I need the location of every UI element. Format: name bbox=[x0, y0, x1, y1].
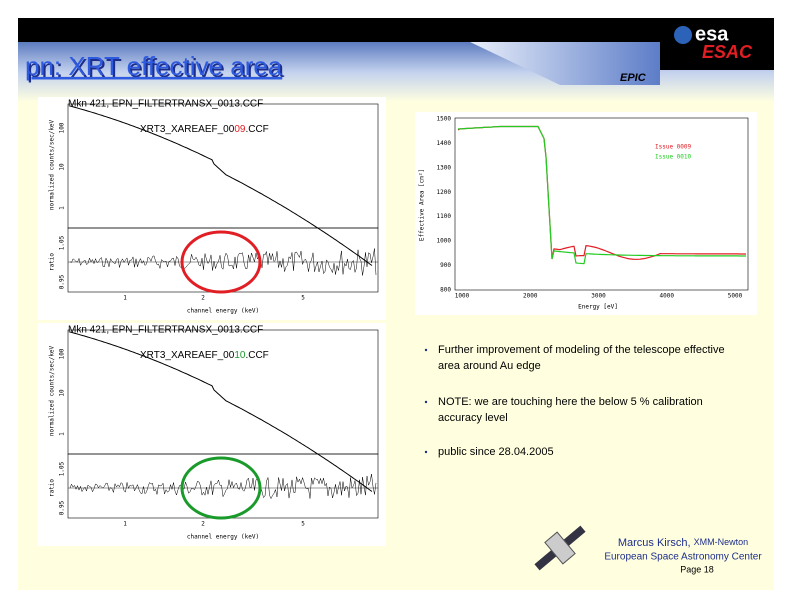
instrument: EPIC bbox=[620, 72, 647, 84]
logo: esa bbox=[695, 23, 729, 45]
ratio-label: ratio bbox=[49, 253, 56, 271]
bullet-text: NOTE: we are touching here the below 5 %… bbox=[438, 396, 703, 424]
top-bar bbox=[18, 18, 774, 42]
footer-institute: European Space Astronomy Center bbox=[604, 552, 762, 563]
ratio-tick-label: 1.05 bbox=[59, 235, 66, 250]
x-label: channel energy (keV) bbox=[187, 308, 259, 315]
title: pn: XRT effective area bbox=[25, 51, 283, 81]
y-tick-label: 900 bbox=[440, 262, 451, 269]
figure-label: Mkn 421, EPN_FILTERTRANSX_0013.CCF bbox=[68, 325, 263, 336]
figure-box bbox=[415, 112, 757, 315]
x-tick-label: 2000 bbox=[523, 293, 538, 300]
y-tick-label: 10 bbox=[59, 163, 66, 171]
file-prefix: XRT3_XAREAEF_00 bbox=[140, 124, 235, 135]
y-tick-label: 1200 bbox=[437, 189, 452, 196]
file-suffix: .CCF bbox=[245, 124, 268, 135]
logo-box bbox=[660, 18, 774, 70]
plot-frame bbox=[454, 117, 749, 291]
file-label: XRT3_XAREAEF_0010.CCF bbox=[140, 350, 269, 361]
page-number: Page 18 bbox=[680, 564, 714, 574]
highlight bbox=[180, 230, 262, 294]
figure-label: Mkn 421, EPN_FILTERTRANSX_0013.CCF bbox=[68, 99, 263, 110]
x-tick-label: 1 bbox=[123, 295, 127, 302]
x-label: channel energy (keV) bbox=[187, 534, 259, 541]
spectrum-figure: Mkn 421, EPN_FILTERTRANSX_0013.CCF XRT3_X… bbox=[38, 323, 386, 546]
footer-author: Marcus Kirsch, XMM-Newton bbox=[618, 537, 748, 549]
logo-sub: ESAC bbox=[702, 42, 753, 62]
residuals bbox=[69, 473, 377, 500]
x-tick-label: 1000 bbox=[455, 293, 470, 300]
y-tick-label: 1 bbox=[59, 432, 66, 436]
file-suffix: .CCF bbox=[245, 350, 268, 361]
satellite-icon bbox=[534, 525, 586, 571]
x-label: Energy [eV] bbox=[578, 304, 618, 311]
legend-entry: Issue 0010 bbox=[655, 154, 692, 161]
ratio-tick-label: 0.95 bbox=[59, 500, 66, 515]
bullet-text: Further improvement of modeling of the t… bbox=[438, 344, 725, 372]
residuals bbox=[69, 248, 377, 276]
y-tick-label: 1000 bbox=[437, 238, 452, 245]
figure-box bbox=[38, 97, 386, 320]
legend-entry: Issue 0009 bbox=[655, 144, 692, 151]
y-label: Effective Area [cm²] bbox=[419, 169, 426, 241]
swoosh bbox=[470, 42, 660, 85]
bullet-list: Further improvement of modeling of the t… bbox=[424, 344, 725, 458]
x-tick-label: 3000 bbox=[591, 293, 606, 300]
spectrum bbox=[69, 105, 373, 266]
y-tick-label: 800 bbox=[440, 287, 451, 294]
y-label: normalized counts/sec/keV bbox=[49, 119, 56, 210]
y-tick-label: 100 bbox=[59, 348, 66, 359]
effective-area-figure: 1500 1400 1300 1200 1100 1000 900 800 1000 2000 30… bbox=[415, 112, 757, 315]
y-tick-label: 10 bbox=[59, 389, 66, 397]
x-tick-label: 5 bbox=[301, 295, 305, 302]
ratio-tick-label: 1.05 bbox=[59, 461, 66, 476]
spectrum bbox=[69, 331, 373, 492]
logo-globe bbox=[674, 26, 692, 44]
bullet-dot bbox=[424, 348, 428, 352]
figure-box bbox=[38, 323, 386, 546]
x-tick-label: 2 bbox=[201, 295, 205, 302]
bullet-box: public since 28.04.2005 bbox=[438, 446, 554, 458]
title-shadow: pn: XRT effective area bbox=[27, 53, 285, 83]
y-tick-label: 100 bbox=[59, 122, 66, 133]
y-tick-label: 1100 bbox=[437, 213, 452, 220]
x-tick-label: 5000 bbox=[728, 293, 743, 300]
x-tick-label: 1 bbox=[123, 521, 127, 528]
bullet-box: Further improvement of modeling of the t… bbox=[438, 344, 725, 372]
y-tick-label: 1500 bbox=[437, 116, 452, 123]
bullet-dot bbox=[424, 400, 428, 404]
y-tick-label: 1400 bbox=[437, 140, 452, 147]
file-prefix: XRT3_XAREAEF_00 bbox=[140, 350, 235, 361]
bullet-dot bbox=[424, 450, 428, 454]
y-tick-label: 1300 bbox=[437, 164, 452, 171]
file-issue: 09 bbox=[234, 124, 246, 135]
x-tick-label: 2 bbox=[201, 521, 205, 528]
ratio-label: ratio bbox=[49, 479, 56, 497]
y-label: normalized counts/sec/keV bbox=[49, 345, 56, 436]
highlight bbox=[180, 456, 262, 520]
spectrum-figure: Mkn 421, EPN_FILTERTRANSX_0013.CCF XRT3_X… bbox=[38, 97, 386, 320]
file-issue: 10 bbox=[234, 350, 246, 361]
bullet-box: NOTE: we are touching here the below 5 %… bbox=[438, 396, 703, 424]
author: Marcus Kirsch, bbox=[618, 537, 691, 549]
x-tick-label: 5 bbox=[301, 521, 305, 528]
curve-0010 bbox=[457, 125, 746, 265]
file-label: XRT3_XAREAEF_0009.CCF bbox=[140, 124, 269, 135]
ratio-tick-label: 0.95 bbox=[59, 274, 66, 289]
affiliation: XMM-Newton bbox=[694, 537, 749, 547]
x-tick-label: 4000 bbox=[660, 293, 675, 300]
y-tick-label: 1 bbox=[59, 206, 66, 210]
bullet-text: public since 28.04.2005 bbox=[438, 446, 554, 458]
